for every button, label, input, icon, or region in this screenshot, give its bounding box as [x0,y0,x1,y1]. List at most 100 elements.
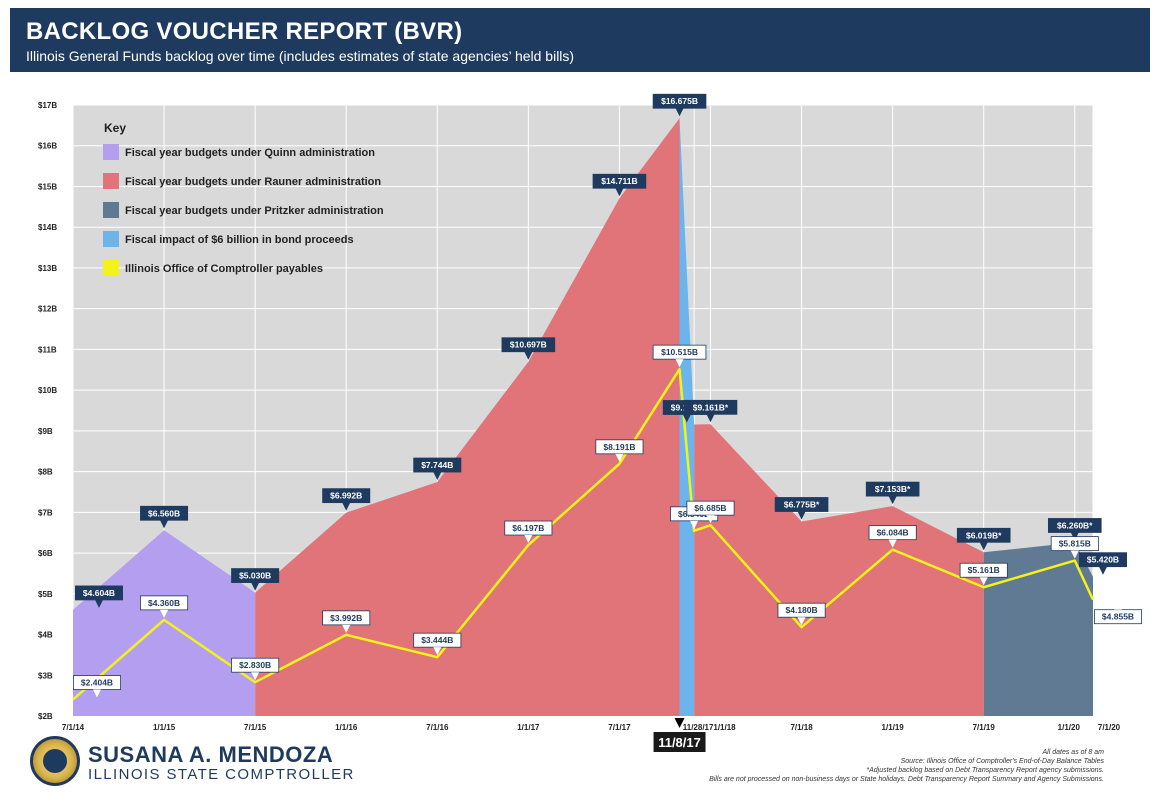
backlog-data-label: $5.420B [1079,552,1128,575]
footnote: Bills are not processed on non-business … [709,776,1104,783]
svg-text:$6.992B: $6.992B [330,491,362,501]
payables-data-label: $2.404B [73,675,122,698]
pritzker-area [983,542,1093,716]
y-tick-label: $7B [38,508,53,517]
y-tick-label: $4B [38,631,53,640]
legend-swatch [103,260,119,276]
y-tick-label: $15B [38,182,57,191]
backlog-data-label: $7.153B* [865,481,920,505]
legend-item-label: Illinois Office of Comptroller payables [125,263,323,275]
legend: Key Fiscal year budgets under Quinn admin… [103,121,384,276]
backlog-data-label: $16.675B [652,93,707,117]
footnote: *Adjusted backlog based on Debt Transpar… [866,767,1104,774]
y-tick-label: $8B [38,468,53,477]
payables-data-label: $5.815B [1050,536,1099,559]
svg-text:$4.360B: $4.360B [148,598,180,608]
rauner-area [694,424,984,716]
payables-data-label: $2.830B [231,657,280,681]
footnote: All dates as of 8 am [1042,749,1104,756]
svg-text:$5.815B: $5.815B [1059,539,1091,549]
x-tick-label: 7/1/15 [244,723,267,732]
backlog-data-label: $14.711B [592,173,647,197]
legend-swatch [103,173,119,189]
report-subtitle: Illinois General Funds backlog over time… [26,48,575,64]
backlog-data-label: $6.019B* [956,527,1011,551]
y-tick-label: $6B [38,549,53,558]
report-title: BACKLOG VOUCHER REPORT (BVR) [26,18,463,45]
backlog-data-label: $6.560B [140,505,189,529]
x-tick-label: 7/1/18 [790,723,813,732]
svg-text:$2.830B: $2.830B [239,660,271,670]
svg-text:$16.675B: $16.675B [661,96,698,106]
svg-text:$6.260B*: $6.260B* [1057,520,1093,530]
svg-text:$6.197B: $6.197B [512,523,544,533]
legend-swatch [103,144,119,160]
x-tick-label: 1/1/20 [1058,723,1081,732]
x-tick-label: 7/1/14 [62,723,85,732]
backlog-data-label: $7.744B [413,457,462,481]
payables-line [72,367,1095,701]
payables-data-label: $3.992B [322,610,371,633]
footnote: Source: Illinois Office of Comptroller's… [900,758,1104,765]
x-tick-label: 1/1/17 [517,723,540,732]
svg-text:$6.685B: $6.685B [694,503,726,513]
x-tick-label: 7/1/20 [1098,723,1121,732]
legend-item-label: Fiscal year budgets under Pritzker admin… [125,205,384,217]
svg-text:$3.444B: $3.444B [421,635,453,645]
state-seal-icon [30,736,80,786]
svg-text:$5.420B: $5.420B [1087,555,1119,565]
svg-text:$9.161B*: $9.161B* [693,402,729,412]
legend-item-label: Fiscal year budgets under Quinn administ… [125,147,375,159]
x-tick-label: 1/1/15 [153,723,176,732]
svg-text:$4.855B: $4.855B [1102,612,1134,622]
legend-title: Key [104,121,126,135]
svg-text:$7.744B: $7.744B [421,460,453,470]
payables-data-label: $6.084B [868,525,917,548]
legend-swatch [103,231,119,247]
backlog-data-label: $9.161B* [683,399,738,423]
payables-data-label: $6.685B [686,500,735,524]
payables-data-label: $4.855B [1094,601,1143,625]
svg-text:$14.711B: $14.711B [601,176,637,186]
backlog-data-label: $10.697B [501,337,556,360]
y-tick-label: $13B [38,264,57,273]
event-marker-label: 11/8/17 [658,735,701,750]
x-tick-label: 7/1/19 [973,723,996,732]
event-marker-icon [674,718,685,728]
x-tick-label: 11/28/17 [683,723,714,732]
svg-text:$3.992B: $3.992B [330,613,362,623]
payables-data-label: $4.360B [140,595,189,618]
y-tick-label: $11B [38,345,57,354]
y-tick-label: $5B [38,590,53,599]
svg-text:$2.404B: $2.404B [81,678,113,688]
svg-text:$6.775B*: $6.775B* [784,499,820,509]
svg-text:$6.019B*: $6.019B* [966,530,1002,540]
svg-text:$5.161B: $5.161B [968,565,1000,575]
payables-data-label: $4.180B [777,602,826,626]
x-tick-label: 7/1/17 [608,723,631,732]
backlog-data-label: $5.030B [231,568,280,591]
y-tick-label: $17B [38,101,57,110]
svg-text:$10.515B: $10.515B [661,347,698,357]
svg-text:$7.153B*: $7.153B* [875,484,911,494]
comptroller-logo: SUSANA A. MENDOZA ILLINOIS STATE COMPTRO… [30,736,353,792]
legend-swatch [103,202,119,218]
payables-data-label: $3.444B [413,632,462,656]
x-tick-label: 7/1/16 [426,723,449,732]
svg-text:$5.030B: $5.030B [239,571,271,581]
rauner-area [255,118,680,716]
y-tick-label: $9B [38,427,53,436]
comptroller-name: SUSANA A. MENDOZA [88,742,334,767]
payables-data-label: $6.197B [504,520,553,544]
quinn-area [73,530,256,716]
y-tick-label: $2B [38,712,53,721]
x-tick-label: 1/1/16 [335,723,358,732]
svg-text:$4.180B: $4.180B [786,605,818,615]
backlog-data-label: $4.604B [75,585,124,608]
y-tick-label: $14B [38,223,57,232]
y-tick-label: $12B [38,305,57,314]
comptroller-role: ILLINOIS STATE COMPTROLLER [88,766,355,783]
backlog-data-label: $6.260B* [1047,518,1102,541]
legend-item-label: Fiscal year budgets under Rauner adminis… [125,176,381,188]
